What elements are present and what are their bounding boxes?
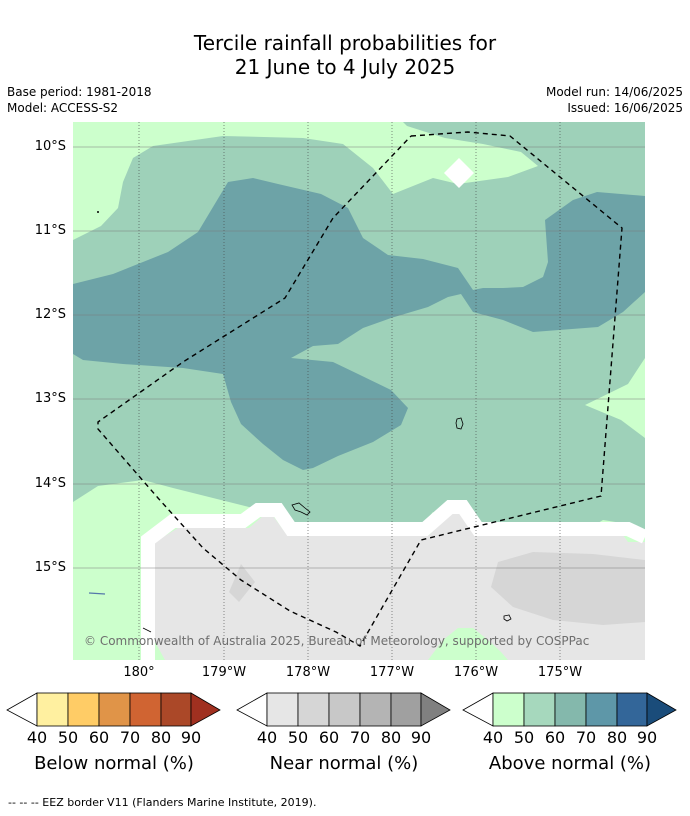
- colorbar-near-tick: 70: [349, 728, 371, 747]
- region-near-40: [155, 514, 645, 660]
- model-name: Model: ACCESS-S2: [7, 101, 119, 115]
- colorbar-near-tick: 40: [256, 728, 278, 747]
- title-line-2: 21 June to 4 July 2025: [234, 55, 456, 79]
- island-dash-sw: [88, 592, 106, 595]
- region-above-40-east: [585, 358, 645, 438]
- title-line-1: Tercile rainfall probabilities for: [193, 31, 497, 55]
- base-period: Base period: 1981-2018: [7, 85, 152, 99]
- colorbar-below-tick: 40: [26, 728, 48, 747]
- copyright-notice: © Commonwealth of Australia 2025, Bureau…: [84, 634, 590, 648]
- colorbar-near-swatch-80: [390, 692, 422, 727]
- colorbar-above-tick: 60: [544, 728, 566, 747]
- colorbar-below-tick: 60: [88, 728, 110, 747]
- colorbar-above-swatch-70: [585, 692, 618, 727]
- region-near-50-west: [229, 564, 255, 602]
- colorbar-near-tick: 60: [318, 728, 340, 747]
- colorbar-below-swatch-60: [98, 692, 131, 727]
- colorbar-above-swatch-80: [616, 692, 648, 727]
- colorbar-near-min-arrow: [236, 692, 268, 727]
- island-small-se: [503, 614, 512, 622]
- lon-label-178w: 178°W: [285, 665, 331, 680]
- colorbar-above-tick: 90: [636, 728, 658, 747]
- colorbar-below-swatch-70: [129, 692, 162, 727]
- lon-label-176w: 176°W: [453, 665, 499, 680]
- colorbar-below-label: Below normal (%): [34, 753, 194, 774]
- colorbar-above-min-arrow: [462, 692, 494, 727]
- colorbar-below-swatch-40: [36, 692, 69, 727]
- lat-label-14s: 14°S: [34, 476, 66, 491]
- island-dash-south: [142, 627, 152, 633]
- lat-label-12s: 12°S: [34, 307, 66, 322]
- colorbar-above-tick: 80: [606, 728, 628, 747]
- colorbar-near-normal: [236, 692, 451, 727]
- region-near-50-east: [491, 552, 645, 625]
- colorbar-above-swatch-40: [492, 692, 525, 727]
- colorbar-near-tick: 80: [380, 728, 402, 747]
- colorbar-above-ticks: 40 50 60 70 80 90: [462, 728, 678, 748]
- island-dot-nw: [97, 211, 99, 213]
- colorbar-below-normal: [6, 692, 221, 727]
- lat-label-15s: 15°S: [34, 560, 66, 575]
- near-normal-white-border: [141, 500, 645, 660]
- colorbar-above-max-arrow: [646, 692, 677, 727]
- colorbar-near-swatch-50: [297, 692, 330, 727]
- lon-label-179w: 179°W: [201, 665, 247, 680]
- eez-border: [97, 131, 623, 647]
- eez-footnote: -- -- -- EEZ border V11 (Flanders Marine…: [8, 796, 317, 809]
- colorbar-below-max-arrow: [190, 692, 221, 727]
- colorbar-below-swatch-50: [67, 692, 100, 727]
- colorbar-above-tick: 70: [575, 728, 597, 747]
- colorbar-above-tick: 40: [482, 728, 504, 747]
- island-tafahi: [291, 502, 311, 516]
- colorbar-below-swatch-80: [160, 692, 192, 727]
- colorbar-near-max-arrow: [420, 692, 451, 727]
- colorbar-below-tick: 70: [119, 728, 141, 747]
- white-diamond: [444, 158, 474, 188]
- issued-date: Issued: 16/06/2025: [567, 101, 683, 115]
- colorbar-above-tick: 50: [513, 728, 535, 747]
- colorbar-above-swatch-60: [554, 692, 587, 727]
- colorbar-below-min-arrow: [6, 692, 38, 727]
- colorbar-near-tick: 90: [410, 728, 432, 747]
- lat-label-11s: 11°S: [34, 223, 66, 238]
- colorbar-below-tick: 50: [57, 728, 79, 747]
- lat-label-10s: 10°S: [34, 139, 66, 154]
- map-area: [73, 122, 645, 660]
- graticule: [73, 122, 645, 660]
- colorbar-below-tick: 80: [150, 728, 172, 747]
- colorbar-above-label: Above normal (%): [488, 753, 652, 774]
- colorbar-near-swatch-70: [359, 692, 392, 727]
- lat-label-13s: 13°S: [34, 391, 66, 406]
- colorbar-near-tick: 50: [287, 728, 309, 747]
- colorbar-above-normal: [462, 692, 677, 727]
- lon-label-177w: 177°W: [369, 665, 415, 680]
- lon-label-175w: 175°W: [537, 665, 583, 680]
- colorbar-near-swatch-60: [328, 692, 361, 727]
- colorbar-below-tick: 90: [180, 728, 202, 747]
- lon-label-180: 180°: [123, 665, 155, 680]
- model-run: Model run: 14/06/2025: [545, 85, 683, 99]
- region-above-60: [73, 178, 645, 470]
- colorbar-near-label: Near normal (%): [269, 753, 419, 774]
- colorbar-above-swatch-50: [523, 692, 556, 727]
- island-niuafoou: [455, 417, 464, 430]
- colorbar-near-ticks: 40 50 60 70 80 90: [236, 728, 452, 748]
- colorbar-below-ticks: 40 50 60 70 80 90: [6, 728, 222, 748]
- map-svg: [73, 122, 645, 660]
- colorbar-near-swatch-40: [266, 692, 299, 727]
